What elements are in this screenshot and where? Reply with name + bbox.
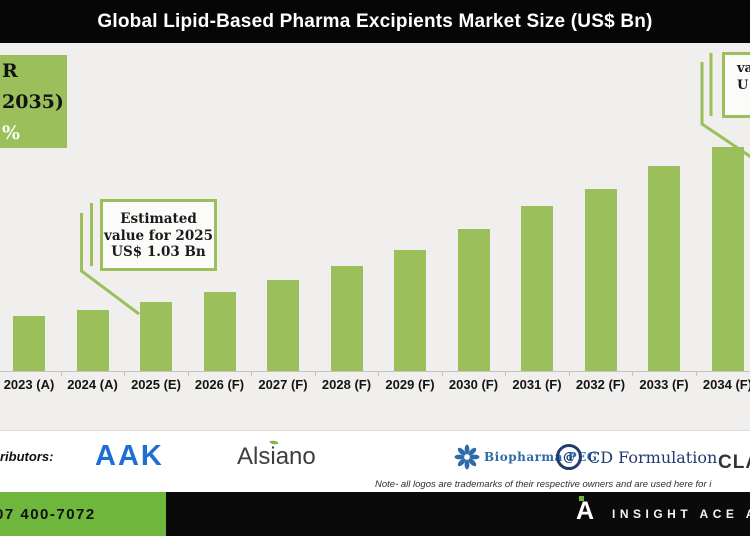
alsiano-logo: Alsi ano — [237, 438, 316, 471]
x-label-2023-a: 2023 (A) — [3, 377, 55, 392]
cla-logo: CLA — [718, 452, 750, 473]
footer-brand-block: A INSIGHT ACE A — [166, 492, 750, 536]
x-label-2028-f: 2028 (F) — [321, 377, 372, 392]
cagr-box-line1: R — [2, 60, 18, 82]
x-label-2026-f: 2026 (F) — [194, 377, 245, 392]
callout-2025-line2: value for 2025 — [103, 227, 214, 244]
insightace-dot-icon — [579, 496, 584, 501]
cd-formulation-icon: @ — [556, 444, 582, 470]
bar-2023-a — [13, 316, 45, 371]
x-label-2031-f: 2031 (F) — [512, 377, 562, 392]
bar-2033-f — [648, 166, 680, 371]
x-label-2030-f: 2030 (F) — [448, 377, 499, 392]
bar-2026-f — [203, 292, 236, 371]
contributors-label: ributors: — [0, 449, 54, 464]
alsiano-leaf-icon — [269, 438, 279, 447]
x-axis-tick — [60, 372, 62, 376]
cagr-box: R 2035) % — [0, 55, 67, 148]
x-axis-tick — [505, 372, 507, 376]
bar-2032-f — [584, 189, 617, 371]
insightace-monogram-icon: A — [576, 497, 595, 525]
phone-number: 07 400-7072 — [0, 505, 96, 523]
x-axis-tick — [568, 372, 570, 376]
x-axis-tick — [378, 372, 380, 376]
callout-estimate-2025: Estimated value for 2025 US$ 1.03 Bn — [100, 199, 217, 271]
cd-formulation-logo: @ CD Formulation — [556, 444, 717, 470]
cagr-box-line2: 2035) — [2, 91, 64, 113]
bar-2028-f — [330, 266, 363, 371]
x-axis-tick — [441, 372, 443, 376]
insightace-brand-name: INSIGHT ACE A — [612, 507, 750, 521]
aak-logo: AAK — [95, 440, 164, 472]
cd-formulation-label: CD Formulation — [588, 447, 718, 467]
x-label-2027-f: 2027 (F) — [258, 377, 308, 392]
x-axis-line — [0, 371, 750, 372]
bar-2027-f — [267, 280, 299, 371]
x-axis-tick — [632, 372, 634, 376]
bar-2029-f — [394, 250, 426, 371]
x-label-2024-a: 2024 (A) — [67, 377, 118, 392]
cagr-box-line3: % — [2, 122, 21, 144]
callout-2035-line2: va — [737, 61, 750, 76]
contributors-strip: ributors: AAK Alsi ano Biopharma PEG @ — [0, 430, 750, 492]
bar-2031-f — [521, 206, 553, 371]
x-axis-tick — [695, 372, 697, 376]
bar-2030-f — [457, 229, 490, 371]
x-label-2025-e: 2025 (E) — [131, 377, 181, 392]
bar-2024-a — [76, 310, 109, 371]
footer-phone-block: 07 400-7072 — [0, 492, 166, 536]
x-axis-tick — [251, 372, 253, 376]
x-axis-tick — [124, 372, 126, 376]
x-axis-tick — [314, 372, 316, 376]
trademark-note: Note- all logos are trademarks of their … — [375, 479, 712, 490]
x-label-2029-f: 2029 (F) — [385, 377, 435, 392]
x-axis-tick — [187, 372, 189, 376]
x-label-2034-f: 2034 (F) — [702, 377, 750, 392]
callout-estimate-2035: va U — [722, 52, 750, 118]
callout-2025-line3: US$ 1.03 Bn — [111, 244, 206, 260]
bar-2034-f — [711, 147, 744, 371]
x-label-2032-f: 2032 (F) — [575, 377, 626, 392]
bar-2025-e — [140, 302, 172, 371]
callout-2035-line3: U — [737, 77, 749, 93]
biopharma-peg-pinwheel-icon — [454, 444, 480, 470]
page-title: Global Lipid-Based Pharma Excipients Mar… — [97, 10, 653, 32]
x-label-2033-f: 2033 (F) — [639, 377, 689, 392]
callout-2025-line1: Estimated — [120, 211, 197, 227]
title-bar: Global Lipid-Based Pharma Excipients Mar… — [0, 0, 750, 43]
